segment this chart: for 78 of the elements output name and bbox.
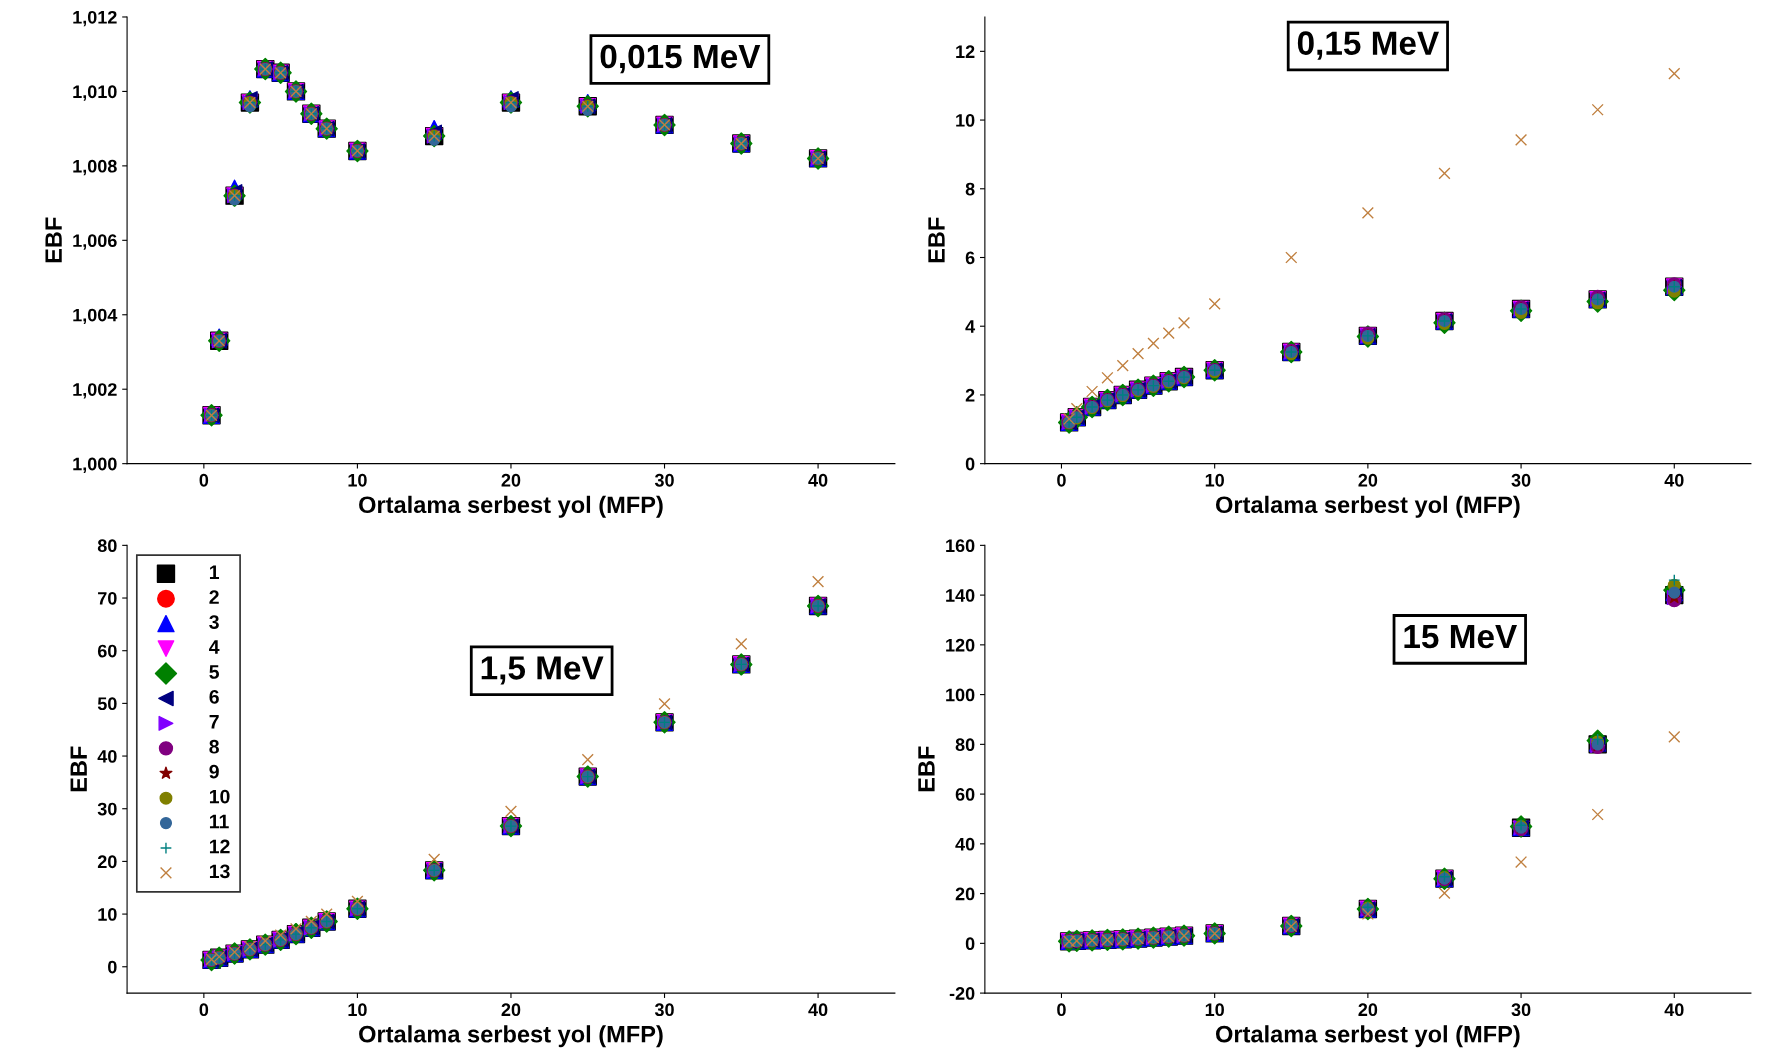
x-tick-label: 30 <box>1511 1003 1531 1017</box>
x-tick-label: 20 <box>1358 473 1378 487</box>
legend-label: 9 <box>209 764 219 779</box>
y-axis-title: EBF <box>45 217 62 263</box>
x-tick-label: 0 <box>1057 473 1066 487</box>
x-tick-label: 0 <box>199 1003 209 1017</box>
text: 1,5 MeV <box>481 656 604 685</box>
x-tick-label: 20 <box>501 473 521 487</box>
y-tick-label: 1,000 <box>73 457 117 473</box>
text: 15 MeV <box>1404 625 1518 649</box>
y-tick-label: 1,010 <box>73 85 117 101</box>
y-tick-label: 160 <box>946 539 975 553</box>
y-tick-label: 80 <box>955 738 975 752</box>
y-tick-label: 40 <box>955 837 975 851</box>
x-tick-label: 10 <box>348 473 367 487</box>
y-tick-label: 0 <box>108 960 117 974</box>
y-tick-label: 1,006 <box>73 234 117 250</box>
chart-title: 0,15 MeV <box>1297 31 1439 60</box>
legend-label: 4 <box>209 640 220 654</box>
y-tick-label: -20 <box>949 987 975 1000</box>
x-axis-title: Ortalama serbest yol (MFP) <box>1215 1025 1520 1048</box>
x-tick-label: 0 <box>1057 1003 1066 1017</box>
y-tick-label: 0 <box>965 937 975 951</box>
y-tick-label: 40 <box>97 749 117 763</box>
y-tick-label: 10 <box>98 908 117 921</box>
y-tick-label: 20 <box>97 855 117 869</box>
y-tick-label: 70 <box>98 591 117 605</box>
y-tick-label: 120 <box>946 638 975 652</box>
y-axis-title: EBF <box>70 746 87 792</box>
x-tick-label: 40 <box>1664 473 1684 487</box>
legend-label: 1 <box>209 565 220 579</box>
x-axis-title: Ortalama serbest yol (MFP) <box>359 1025 663 1048</box>
x-axis-title: Ortalama serbest yol (MFP) <box>359 495 663 518</box>
y-tick-label: 30 <box>97 802 117 816</box>
y-tick-label: 1,012 <box>73 10 117 27</box>
x-tick-label: 10 <box>1205 473 1224 487</box>
y-tick-label: 1,008 <box>73 159 117 176</box>
legend-label: 5 <box>209 665 220 679</box>
x-tick-label: 30 <box>654 473 674 487</box>
y-tick-label: 4 <box>965 320 976 333</box>
legend-label: 7 <box>209 715 219 729</box>
x-tick-label: 20 <box>1358 1003 1378 1017</box>
y-tick-label: 8 <box>965 182 975 196</box>
y-tick-label: 12 <box>956 45 975 58</box>
x-axis-title: Ortalama serbest yol (MFP) <box>1215 495 1520 518</box>
x-tick-label: 30 <box>654 1003 674 1017</box>
y-tick-label: 140 <box>946 589 975 602</box>
y-tick-label: 60 <box>955 788 975 801</box>
x-tick-label: 20 <box>501 1003 521 1017</box>
legend-label: 11 <box>209 814 229 829</box>
legend-label: 10 <box>209 789 230 804</box>
y-tick-label: 0 <box>965 457 975 471</box>
x-tick-label: 10 <box>1205 1003 1224 1017</box>
y-tick-label: 100 <box>946 688 975 702</box>
x-tick-label: 0 <box>199 473 209 487</box>
y-tick-label: 2 <box>965 388 975 402</box>
legend-label: 8 <box>209 739 219 754</box>
x-tick-label: 40 <box>808 1003 828 1017</box>
y-tick-label: 60 <box>97 644 117 658</box>
y-tick-label: 10 <box>956 113 975 127</box>
y-tick-label: 20 <box>955 887 975 901</box>
x-tick-label: 30 <box>1511 473 1531 487</box>
x-tick-label: 10 <box>348 1003 367 1017</box>
y-tick-label: 1,002 <box>73 383 117 399</box>
legend-label: 6 <box>209 689 219 704</box>
legend-label: 12 <box>209 839 230 854</box>
y-axis-title: EBF <box>928 217 945 263</box>
x-tick-label: 40 <box>808 473 828 487</box>
legend-label: 3 <box>209 615 219 629</box>
y-axis-title: EBF <box>918 746 935 792</box>
y-tick-label: 80 <box>97 539 117 553</box>
text: 0,015 MeV <box>600 44 761 74</box>
x-tick-label: 40 <box>1664 1003 1684 1017</box>
legend-label: 2 <box>209 590 219 604</box>
legend-label: 13 <box>209 864 230 879</box>
y-tick-label: 6 <box>965 251 975 265</box>
y-tick-label: 1,004 <box>73 308 118 325</box>
y-tick-label: 50 <box>97 697 117 711</box>
